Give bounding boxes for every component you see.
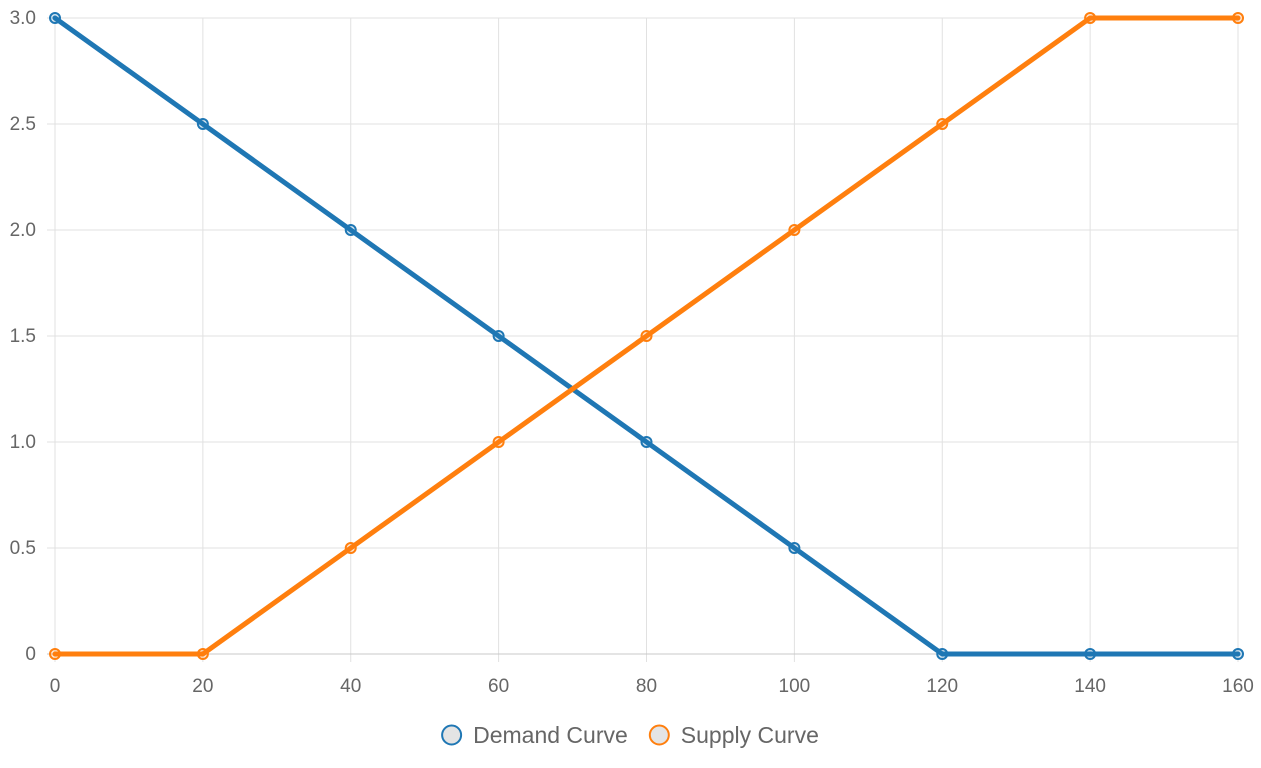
legend-item-0[interactable]: Demand Curve [441,722,628,748]
legend-item-1[interactable]: Supply Curve [648,722,819,748]
x-tick-label: 40 [340,676,361,697]
data-point[interactable] [344,542,357,554]
legend: Demand Curve Supply Curve [441,722,819,748]
data-point[interactable] [492,330,505,342]
data-point[interactable] [492,436,505,448]
x-tick-label: 100 [779,676,811,697]
x-tick-label: 140 [1074,676,1106,697]
data-point[interactable] [49,12,61,24]
x-tick-label: 120 [926,676,958,697]
data-point[interactable] [49,648,61,660]
y-tick-label: 2.5 [10,114,36,135]
legend-label: Supply Curve [681,722,819,748]
x-tick-label: 0 [50,676,61,697]
data-point[interactable] [196,648,209,660]
data-points [49,12,1244,660]
y-tick-label: 2.0 [10,220,36,241]
y-tick-label: 0 [25,644,36,665]
y-tick-label: 1.5 [10,326,36,347]
data-point[interactable] [640,330,653,342]
legend-marker [648,724,670,746]
data-point[interactable] [1084,12,1097,24]
x-tick-label: 80 [636,676,657,697]
data-point[interactable] [1084,648,1097,660]
data-point[interactable] [936,118,949,130]
y-tick-label: 3.0 [10,8,36,29]
data-point[interactable] [936,648,949,660]
y-tick-label: 0.5 [10,538,36,559]
x-tick-label: 20 [192,676,213,697]
data-point[interactable] [196,118,209,130]
x-tick-label: 160 [1222,676,1254,697]
data-point[interactable] [1232,648,1244,660]
legend-label: Demand Curve [473,722,628,748]
y-tick-label: 1.0 [10,432,36,453]
axes: 0 20 40 60 80 100 120 140 160 0 0.5 1.0 1.5 2.0 2.5 3.0 [10,8,1254,697]
series-line-0 [52,15,1241,657]
data-point[interactable] [788,542,801,554]
data-point[interactable] [640,436,653,448]
data-point[interactable] [1232,12,1244,24]
series-lines [52,15,1241,657]
series-line-1 [52,15,1241,657]
data-point[interactable] [344,224,357,236]
legend-marker [441,724,463,746]
x-tick-label: 60 [488,676,509,697]
data-point[interactable] [788,224,801,236]
